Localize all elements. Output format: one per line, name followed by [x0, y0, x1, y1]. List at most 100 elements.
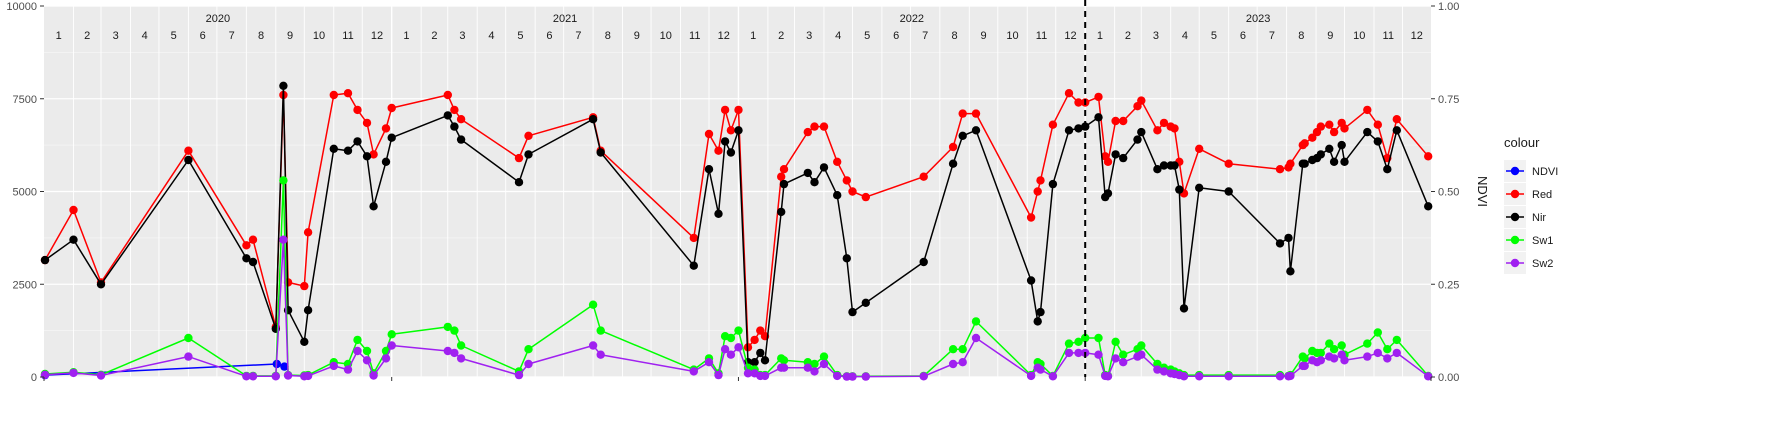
data-point-sw2: [456, 354, 466, 363]
data-point-red: [1308, 133, 1317, 142]
month-label: 8: [952, 30, 958, 42]
y-tick-label: 0: [31, 372, 37, 384]
legend-item-ndvi: NDVI: [1504, 160, 1558, 182]
data-point-sw2: [1036, 365, 1045, 374]
legend-key-point: [1510, 258, 1520, 268]
data-point-nir: [861, 298, 870, 307]
month-label: 5: [517, 30, 523, 42]
data-point-red: [1170, 124, 1179, 133]
legend-label-sw2: Sw2: [1532, 258, 1553, 270]
data-point-nir: [588, 115, 598, 124]
data-point-nir: [734, 126, 743, 135]
data-point-sw2: [1153, 365, 1162, 374]
data-point-nir: [184, 155, 193, 165]
data-point-sw1: [948, 345, 958, 354]
legend-items: NDVI Red Nir Sw1 Sw2: [1504, 160, 1558, 274]
month-label: 9: [634, 30, 640, 42]
month-label: 7: [575, 30, 581, 42]
data-point-sw2: [283, 371, 293, 380]
data-point-red: [948, 142, 958, 152]
data-point-sw2: [1111, 354, 1120, 363]
data-point-nir: [279, 81, 288, 91]
data-point-nir: [300, 337, 309, 346]
data-point-sw2: [524, 359, 533, 369]
data-point-sw2: [1363, 352, 1372, 361]
data-point-sw2: [919, 372, 928, 381]
data-point-sw2: [1159, 367, 1169, 376]
data-point-red: [1074, 98, 1083, 107]
data-point-sw2: [362, 356, 372, 365]
month-label: 6: [893, 30, 899, 42]
data-point-sw2: [1300, 361, 1309, 371]
data-point-red: [387, 103, 396, 113]
y2-tick-label: 0.75: [1438, 94, 1459, 106]
legend-label-nir: Nir: [1532, 212, 1546, 224]
data-point-nir: [842, 254, 851, 263]
data-point-red: [1363, 105, 1372, 115]
data-point-sw2: [1119, 358, 1128, 367]
data-point-red: [810, 122, 819, 131]
data-point-nir: [96, 280, 106, 289]
data-point-red: [750, 335, 759, 345]
data-point-nir: [456, 135, 466, 144]
x-axis-ticks: [43, 377, 1432, 381]
series-layer: [40, 81, 1433, 381]
data-point-red: [714, 146, 723, 155]
data-point-red: [779, 165, 789, 174]
data-point-sw2: [861, 372, 870, 381]
data-point-sw2: [1286, 371, 1295, 381]
legend-key-point: [1510, 212, 1520, 222]
month-label: 9: [980, 30, 986, 42]
data-point-sw2: [1424, 372, 1433, 381]
data-point-nir: [1329, 157, 1339, 166]
data-point-sw2: [1064, 348, 1074, 358]
month-label: 5: [171, 30, 177, 42]
data-point-nir: [1103, 189, 1113, 198]
data-point-sw1: [1081, 333, 1090, 343]
data-point-sw2: [779, 363, 789, 372]
data-point-nir: [1373, 137, 1383, 146]
series-red: [40, 89, 1433, 352]
data-point-red: [1048, 120, 1058, 129]
data-point-nir: [714, 209, 723, 218]
data-point-sw2: [242, 372, 251, 381]
data-point-red: [1119, 116, 1128, 126]
data-point-nir: [1064, 126, 1074, 135]
data-point-red: [1036, 176, 1045, 185]
data-point-red: [329, 90, 338, 100]
data-point-sw1: [588, 300, 598, 309]
month-label: 5: [864, 30, 870, 42]
data-point-sw2: [184, 352, 193, 361]
data-point-nir: [1094, 113, 1103, 122]
data-point-red: [1159, 118, 1169, 128]
data-point-nir: [1224, 187, 1233, 196]
data-point-sw2: [704, 358, 714, 367]
data-point-sw2: [1103, 372, 1113, 381]
month-labels: 1 2 3 4 5 6 7 8 9 10 11 12 1 2 3 4 5 6 7 8 9 10 11 12 1 2 3 4 5 6 7 8 9 1…: [56, 30, 1423, 42]
data-point-sw1: [456, 341, 466, 350]
legend-key-point: [1510, 235, 1520, 245]
data-point-red: [450, 105, 459, 115]
data-point-sw1: [1074, 337, 1083, 346]
data-point-nir: [514, 178, 524, 187]
data-point-sw2: [1316, 356, 1326, 365]
legend-item-sw1: Sw1: [1504, 229, 1553, 251]
year-label: 2021: [553, 13, 577, 25]
data-point-nir: [919, 257, 928, 267]
data-point-sw2: [271, 372, 280, 381]
data-point-sw1: [1383, 345, 1392, 354]
data-point-nir: [1325, 144, 1334, 153]
year-label: 2022: [900, 13, 924, 25]
data-point-nir: [1195, 183, 1204, 192]
data-point-red: [303, 228, 313, 237]
month-label: 1: [750, 30, 756, 42]
legend-item-sw2: Sw2: [1504, 252, 1553, 274]
data-point-sw2: [279, 235, 288, 244]
month-label: 11: [342, 30, 353, 42]
month-label: 6: [1240, 30, 1246, 42]
month-label: 12: [1411, 30, 1423, 42]
data-point-sw2: [248, 372, 258, 381]
data-point-nir: [1048, 179, 1058, 189]
data-point-red: [803, 127, 812, 137]
